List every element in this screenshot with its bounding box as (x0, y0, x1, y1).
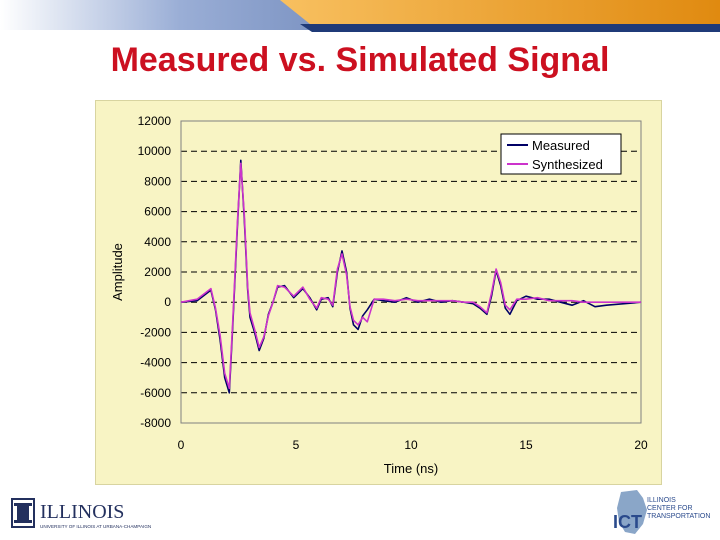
ict-logo: ICT ILLINOIS CENTER FOR TRANSPORTATION (613, 490, 710, 534)
y-tick-label: 12000 (138, 114, 172, 128)
illinois-logo: ILLINOIS UNIVERSITY OF ILLINOIS AT URBAN… (11, 498, 151, 529)
legend-label-synthesized: Synthesized (532, 157, 603, 172)
y-tick-label: 4000 (144, 235, 171, 249)
header-banner (0, 0, 720, 32)
legend-box (500, 133, 622, 175)
ict-monogram: ICT (613, 512, 642, 532)
x-tick-label: 0 (178, 438, 185, 452)
y-tick-label: 6000 (144, 205, 171, 219)
legend-label-measured: Measured (532, 138, 590, 153)
x-tick-label: 10 (404, 438, 418, 452)
y-tick-label: 2000 (144, 265, 171, 279)
plot-area (180, 120, 642, 424)
chart-panel: -8000 -6000 -4000 -2000 0 2000 4000 6000 8000 100… (95, 100, 662, 485)
ict-line-1: ILLINOIS (647, 497, 676, 504)
x-axis-title: Time (ns) (384, 461, 438, 476)
line-chart: -8000-6000-4000-200002000400060008000100… (110, 114, 648, 476)
series-line-synthesized (180, 162, 641, 390)
ict-line-3: TRANSPORTATION (647, 513, 710, 520)
series-line-measured (180, 159, 642, 394)
y-tick-label: -6000 (140, 386, 171, 400)
y-tick-label: -4000 (140, 356, 171, 370)
illinois-subtitle: UNIVERSITY OF ILLINOIS AT URBANA-CHAMPAI… (40, 524, 151, 529)
x-tick-label: 15 (519, 438, 533, 452)
illinois-wordmark: ILLINOIS (40, 501, 124, 523)
y-tick-label: 0 (164, 295, 171, 309)
y-tick-label: -8000 (140, 416, 171, 430)
y-tick-label: -2000 (140, 325, 171, 339)
slide-title: Measured vs. Simulated Signal (110, 41, 610, 79)
x-tick-label: 5 (293, 438, 300, 452)
ict-line-2: CENTER FOR (647, 505, 693, 512)
y-tick-label: 8000 (144, 174, 171, 188)
x-tick-label: 20 (634, 438, 648, 452)
tick-labels: -8000-6000-4000-200002000400060008000100… (138, 114, 648, 452)
series-lines (180, 159, 642, 394)
y-axis-title: Amplitude (110, 243, 125, 301)
y-tick-label: 10000 (138, 144, 172, 158)
gridlines (181, 150, 641, 394)
legend: Measured Synthesized (500, 133, 622, 175)
